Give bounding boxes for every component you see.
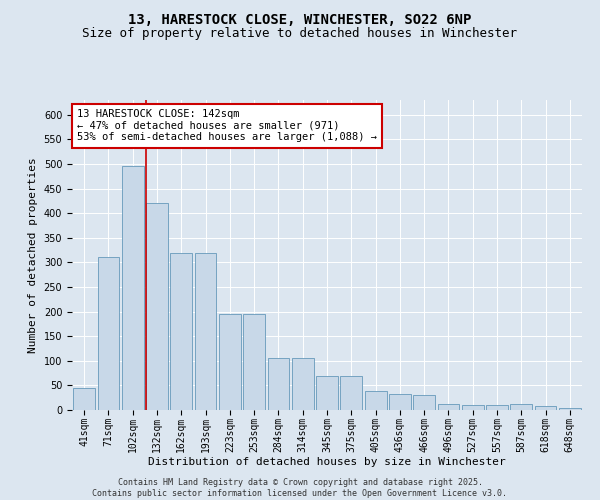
X-axis label: Distribution of detached houses by size in Winchester: Distribution of detached houses by size … [148, 457, 506, 467]
Bar [559, 408, 581, 410]
Y-axis label: Number of detached properties: Number of detached properties [28, 157, 38, 353]
Bar [462, 404, 484, 410]
Bar [219, 314, 241, 410]
Bar [535, 406, 556, 410]
Bar [413, 395, 435, 410]
Bar [292, 358, 314, 410]
Bar [97, 258, 119, 410]
Bar [437, 404, 460, 410]
Bar [486, 405, 508, 410]
Bar [194, 252, 217, 410]
Bar [389, 394, 411, 410]
Bar [170, 252, 192, 410]
Text: 13 HARESTOCK CLOSE: 142sqm
← 47% of detached houses are smaller (971)
53% of sem: 13 HARESTOCK CLOSE: 142sqm ← 47% of deta… [77, 110, 377, 142]
Text: Contains HM Land Registry data © Crown copyright and database right 2025.
Contai: Contains HM Land Registry data © Crown c… [92, 478, 508, 498]
Bar [146, 204, 168, 410]
Bar [73, 388, 95, 410]
Bar [340, 376, 362, 410]
Bar [268, 358, 289, 410]
Bar [316, 376, 338, 410]
Bar [365, 392, 386, 410]
Text: 13, HARESTOCK CLOSE, WINCHESTER, SO22 6NP: 13, HARESTOCK CLOSE, WINCHESTER, SO22 6N… [128, 12, 472, 26]
Bar [243, 314, 265, 410]
Text: Size of property relative to detached houses in Winchester: Size of property relative to detached ho… [83, 28, 517, 40]
Bar [511, 404, 532, 410]
Bar [122, 166, 143, 410]
